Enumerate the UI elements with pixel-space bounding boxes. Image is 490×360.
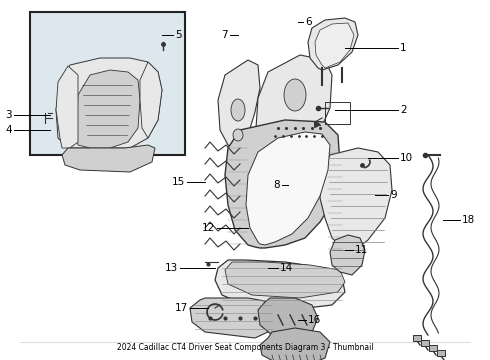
Text: 5: 5: [175, 30, 182, 40]
Text: 3: 3: [5, 110, 12, 120]
Ellipse shape: [233, 129, 243, 141]
Ellipse shape: [284, 79, 306, 111]
Polygon shape: [190, 298, 278, 338]
Polygon shape: [140, 62, 162, 138]
Ellipse shape: [231, 99, 245, 121]
Polygon shape: [308, 18, 358, 70]
Polygon shape: [215, 260, 345, 310]
Polygon shape: [330, 235, 365, 275]
Polygon shape: [218, 60, 260, 148]
Text: 11: 11: [355, 245, 368, 255]
Text: 1: 1: [400, 43, 407, 53]
Text: 4: 4: [5, 125, 12, 135]
Text: 2: 2: [400, 105, 407, 115]
Text: 10: 10: [400, 153, 413, 163]
Polygon shape: [56, 58, 162, 148]
Polygon shape: [225, 120, 340, 248]
Polygon shape: [256, 55, 332, 150]
Text: 14: 14: [280, 263, 293, 273]
Text: 16: 16: [308, 315, 321, 325]
Bar: [429, 345, 437, 351]
Text: 8: 8: [273, 180, 280, 190]
Bar: [437, 350, 445, 356]
Bar: [413, 335, 421, 341]
Text: 6: 6: [305, 17, 312, 27]
Text: 13: 13: [165, 263, 178, 273]
Polygon shape: [56, 66, 78, 148]
Polygon shape: [246, 132, 330, 245]
Polygon shape: [320, 148, 392, 252]
FancyBboxPatch shape: [30, 12, 185, 155]
Polygon shape: [260, 328, 330, 360]
Polygon shape: [76, 70, 140, 148]
Polygon shape: [258, 298, 318, 340]
Text: 18: 18: [462, 215, 475, 225]
Text: 15: 15: [172, 177, 185, 187]
Bar: [421, 340, 429, 346]
Text: 9: 9: [390, 190, 396, 200]
Polygon shape: [62, 145, 155, 172]
Text: 12: 12: [202, 223, 215, 233]
Text: 17: 17: [175, 303, 188, 313]
Bar: [325, 102, 350, 124]
Text: 2024 Cadillac CT4 Driver Seat Components Diagram 3 - Thumbnail: 2024 Cadillac CT4 Driver Seat Components…: [117, 343, 373, 352]
Polygon shape: [315, 23, 354, 68]
Polygon shape: [225, 262, 345, 298]
Text: 7: 7: [221, 30, 228, 40]
